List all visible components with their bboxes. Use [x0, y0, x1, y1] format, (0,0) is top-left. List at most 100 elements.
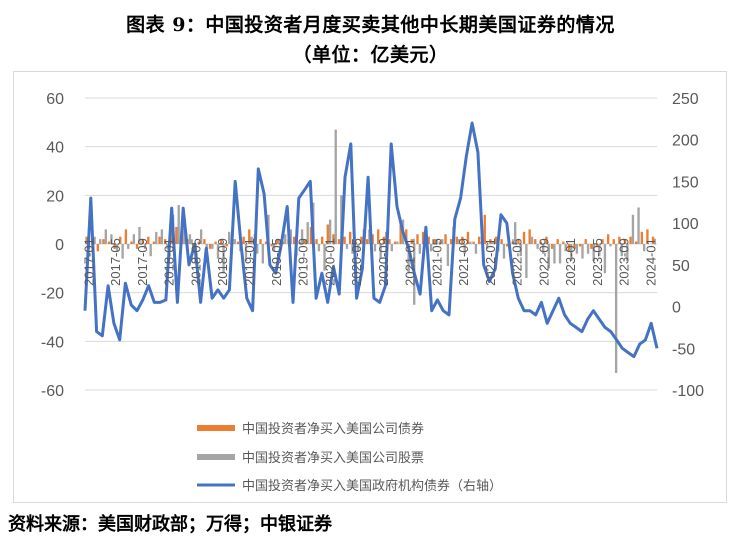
corporate-bond-bar — [152, 241, 156, 244]
corporate-bond-bar — [506, 244, 509, 247]
corporate-bond-bar — [332, 234, 335, 244]
corporate-bond-bar — [595, 244, 599, 247]
corporate-bond-bar — [175, 226, 178, 244]
corporate-bond-bar — [483, 214, 486, 244]
corporate-stock-bar — [519, 244, 522, 257]
corporate-bond-bar — [242, 236, 245, 244]
corporate-stock-bar — [631, 214, 635, 244]
corporate-bond-bar — [107, 241, 111, 244]
chart-subtitle-unit: （单位：亿美元） — [292, 44, 449, 66]
corporate-stock-bar — [603, 244, 607, 274]
x-tick-label: 2021-09 — [456, 238, 471, 286]
corporate-stock-bar — [166, 244, 169, 249]
corporate-stock-bar — [115, 244, 119, 252]
x-tick-label: 2023-09 — [617, 238, 632, 286]
corporate-stock-bar — [160, 229, 164, 244]
corporate-stock-bar — [155, 231, 158, 244]
corporate-bond-bar — [562, 241, 565, 244]
corporate-bond-bar — [85, 236, 88, 244]
corporate-bond-bar — [410, 239, 414, 244]
corporate-bond-bar — [573, 244, 576, 249]
corporate-stock-bar — [418, 244, 422, 254]
corporate-stock-bar — [222, 244, 225, 274]
corporate-bond-bar — [528, 229, 531, 244]
corporate-stock-bar — [502, 244, 506, 259]
corporate-bond-bar — [388, 239, 391, 244]
x-tick-label: 2020-05 — [349, 238, 364, 286]
corporate-bond-bar — [461, 236, 464, 244]
corporate-bond-bar — [365, 239, 369, 244]
corporate-bond-bar — [433, 239, 436, 244]
right-tick-label: 250 — [672, 91, 699, 108]
x-axis-date-labels: 2017-01 2017-05 2017-09 2018-01 2018-05 2018-… — [81, 238, 658, 286]
corporate-bond-bar — [590, 244, 593, 249]
x-tick-label: 2019-05 — [269, 238, 284, 286]
corporate-stock-bar — [188, 234, 192, 244]
corporate-stock-bar — [340, 195, 343, 244]
gov-agency-bond-line — [83, 121, 659, 359]
corporate-stock-bar — [356, 244, 360, 252]
corporate-bond-bar — [220, 239, 223, 244]
corporate-stock-bar — [463, 244, 466, 254]
corporate-stock-bar — [614, 244, 618, 373]
corporate-bond-bar — [147, 236, 150, 244]
right-axis-ticks: 250 200 150 100 50 0 -50 -100 — [672, 91, 704, 400]
corporate-bond-bar — [472, 241, 475, 244]
corporate-stock-bar — [272, 244, 276, 252]
corporate-stock-bar — [110, 234, 113, 244]
corporate-bond-bars — [85, 214, 655, 252]
corporate-stock-bar — [261, 244, 265, 264]
corporate-bond-bar — [511, 241, 514, 244]
x-tick-label: 2023-01 — [563, 238, 578, 286]
corporate-bond-bar — [130, 241, 133, 244]
corporate-stock-bar — [149, 244, 152, 257]
corporate-stock-bar — [216, 244, 220, 259]
corporate-stock-bar — [485, 244, 489, 249]
corporate-bond-bar — [522, 231, 526, 244]
corporate-bond-bar — [466, 231, 470, 244]
corporate-bond-bar — [612, 239, 615, 244]
corporate-stock-bar — [575, 244, 579, 254]
x-tick-label: 2018-09 — [215, 238, 230, 286]
corporate-bond-bar — [500, 239, 503, 244]
corporate-stock-bar — [586, 244, 590, 254]
corporate-bond-bar — [438, 241, 442, 244]
left-tick-label: -20 — [41, 286, 64, 303]
corporate-stock-bar — [93, 236, 96, 244]
corporate-stock-bar — [530, 236, 534, 244]
corporate-bond-bar — [517, 239, 520, 244]
corporate-stock-bar — [278, 239, 281, 244]
corporate-bond-bar — [248, 229, 251, 244]
corporate-bond-bar — [163, 239, 167, 244]
corporate-bond-bar — [349, 231, 352, 244]
corporate-stock-bar — [542, 244, 545, 254]
corporate-stock-bar — [620, 244, 623, 257]
corporate-bond-bar — [567, 244, 571, 252]
corporate-stock-bar — [558, 244, 562, 264]
x-tick-label: 2022-05 — [510, 238, 525, 286]
corporate-stock-bar — [211, 244, 214, 249]
corporate-stock-bar — [306, 222, 309, 244]
right-tick-label: 150 — [672, 174, 699, 191]
corporate-stock-bar — [228, 231, 231, 244]
corporate-bond-bar — [343, 236, 346, 244]
left-tick-label: 60 — [46, 91, 64, 108]
corporate-stock-bar — [637, 207, 640, 244]
corporate-bond-bar — [298, 241, 301, 244]
corporate-bond-bar — [545, 236, 548, 244]
corporate-stock-bar — [474, 244, 478, 254]
x-tick-label: 2023-05 — [590, 238, 605, 286]
left-tick-label: 0 — [55, 237, 64, 254]
corporate-bond-bar — [270, 244, 273, 247]
corporate-bond-bar — [96, 244, 100, 252]
corporate-bond-bar — [539, 241, 543, 244]
corporate-stock-bar — [429, 244, 433, 252]
corporate-bond-bar — [382, 236, 386, 244]
corporate-bond-bar — [629, 236, 632, 244]
legend: 中国投资者净买入美国公司债券 中国投资者净买入美国公司股票 中国投资者净买入美国… — [197, 421, 502, 494]
left-tick-label: -40 — [41, 334, 64, 351]
corporate-stock-bar — [626, 244, 629, 262]
corporate-bond-bar — [578, 244, 582, 247]
x-tick-label: 2022-09 — [536, 238, 551, 286]
x-tick-label: 2022-01 — [483, 238, 498, 286]
